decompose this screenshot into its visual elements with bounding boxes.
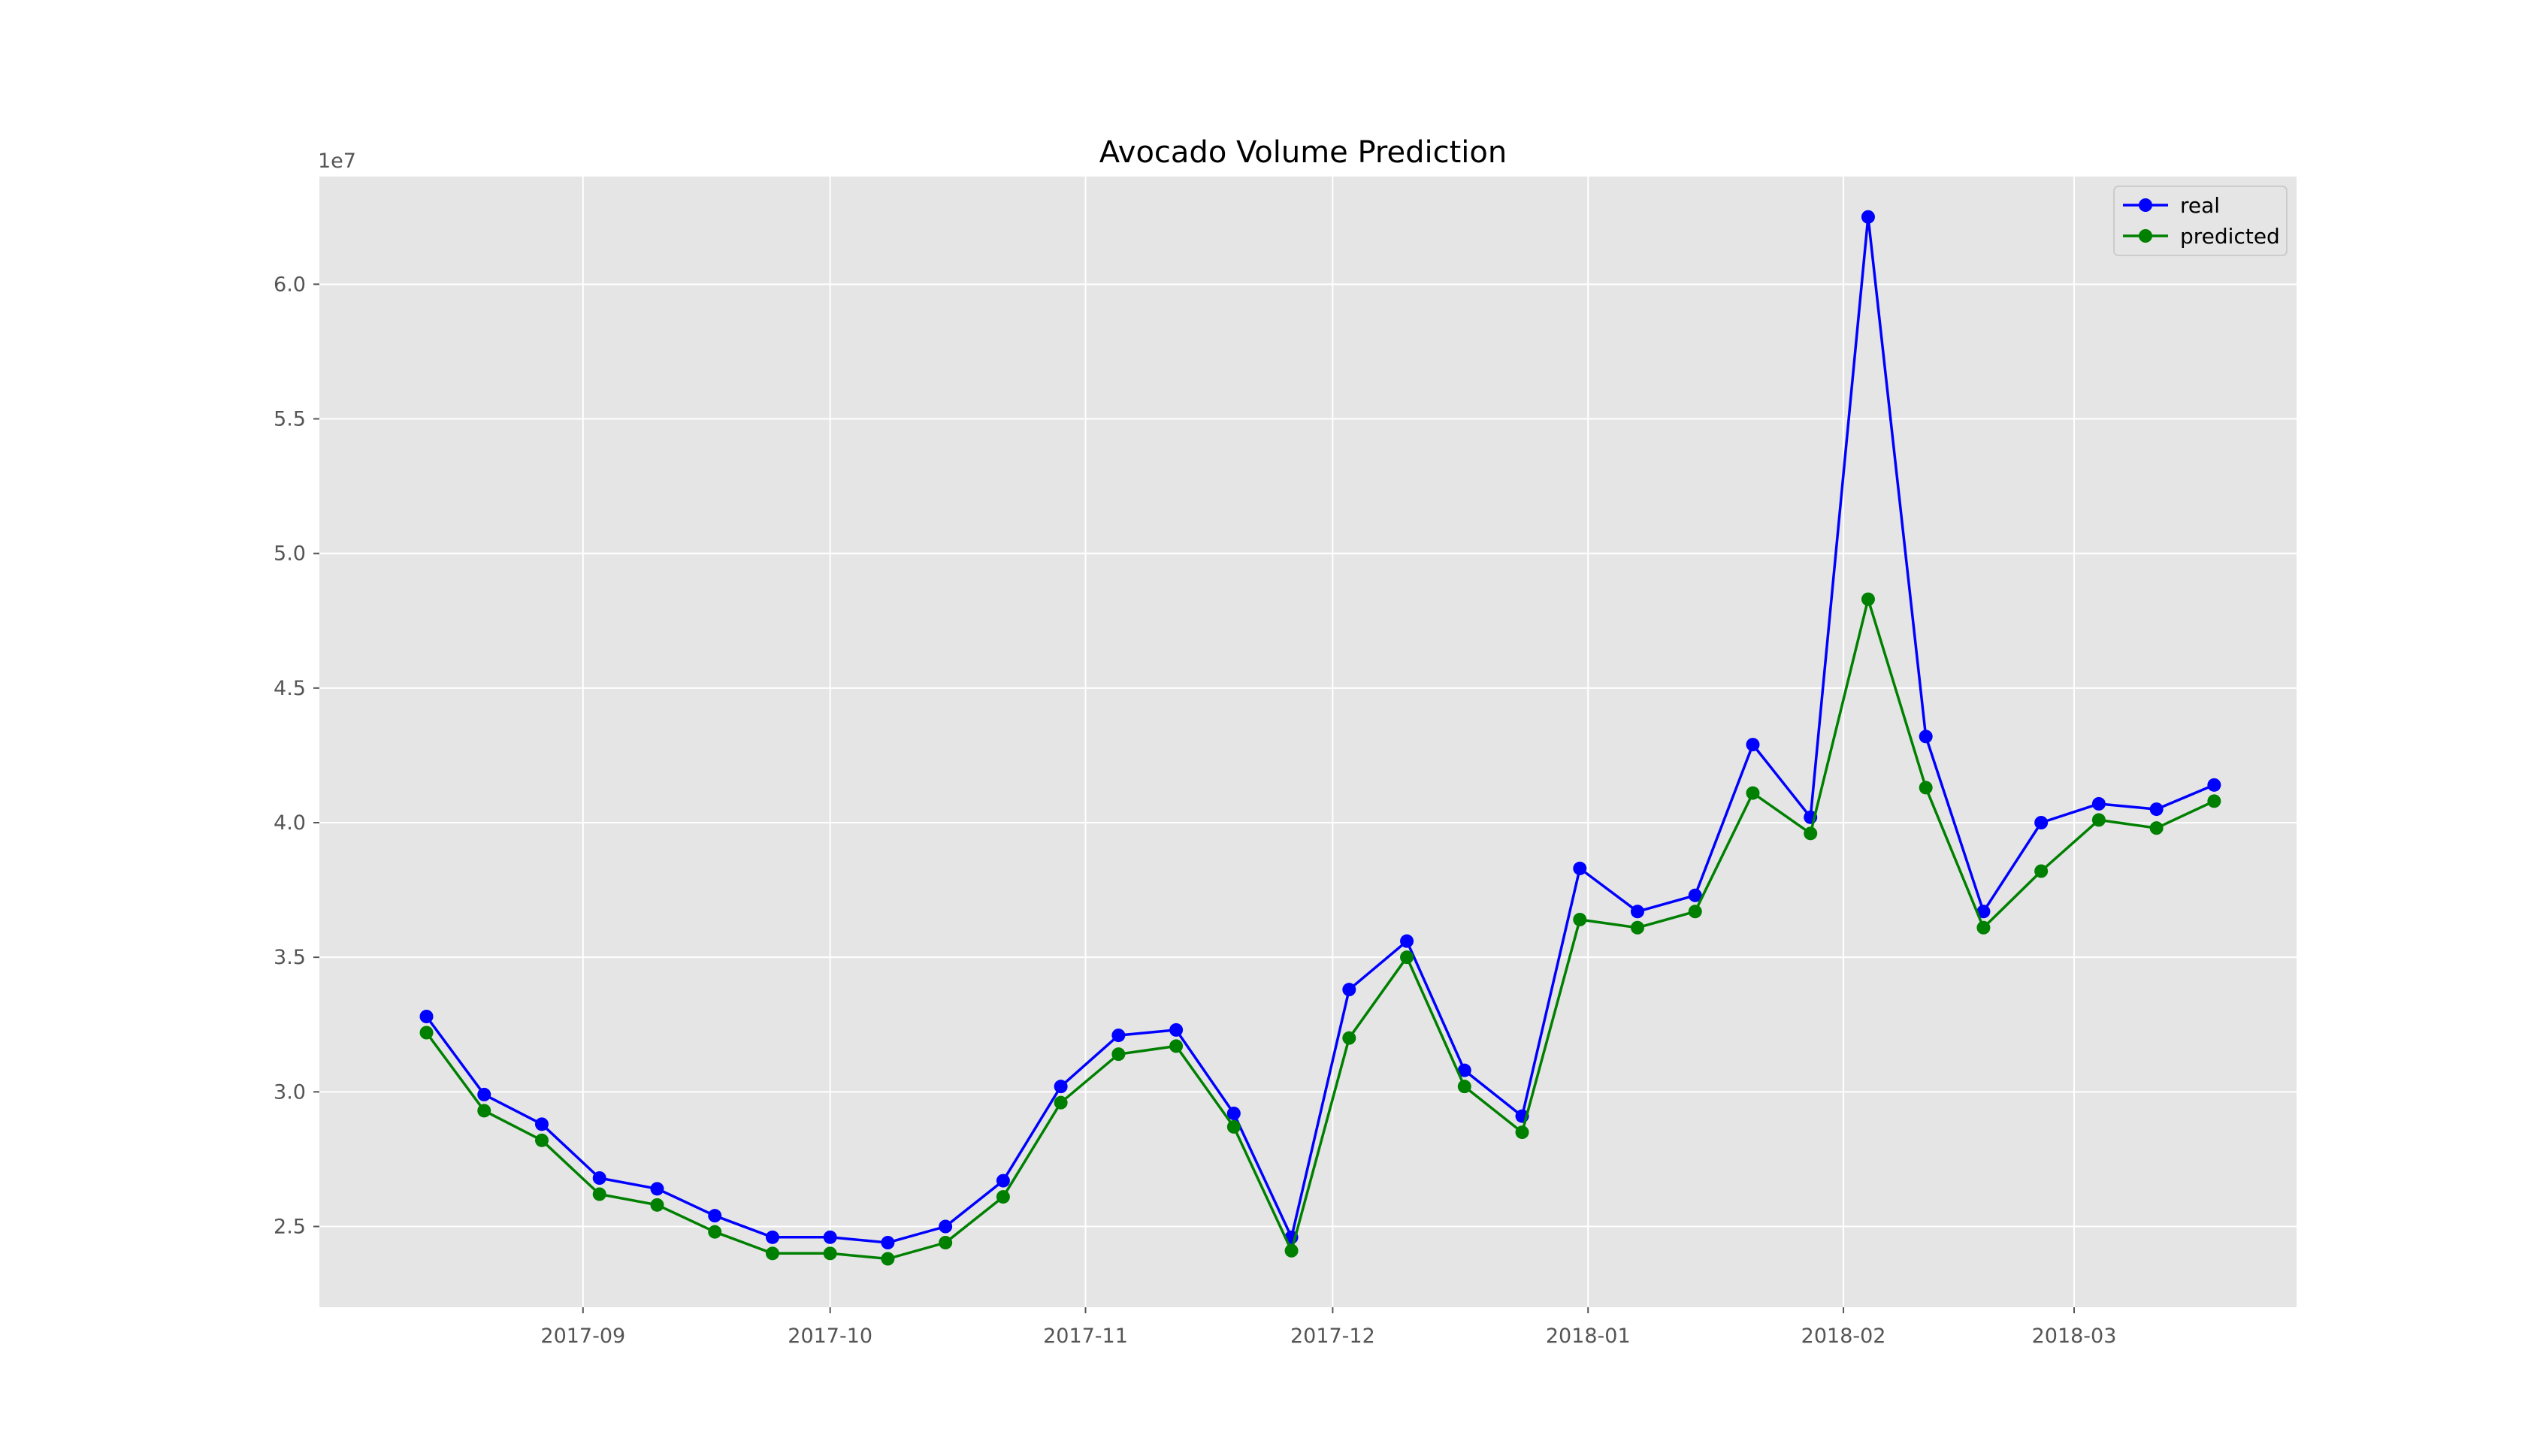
data-point-real <box>1573 861 1587 875</box>
x-tick-label: 2017-12 <box>1290 1325 1375 1348</box>
y-tick-label: 3.0 <box>274 1080 306 1104</box>
data-point-predicted <box>1226 1119 1241 1134</box>
x-tick-label: 2018-02 <box>1801 1325 1886 1348</box>
data-point-predicted <box>1919 781 1933 795</box>
data-point-real <box>1746 738 1760 752</box>
data-point-predicted <box>1746 786 1760 800</box>
data-point-real <box>2034 816 2049 829</box>
data-point-predicted <box>1631 920 1644 935</box>
data-point-real <box>881 1236 895 1249</box>
legend-label-predicted: predicted <box>2180 224 2280 249</box>
data-point-real <box>534 1117 549 1131</box>
data-point-predicted <box>2207 794 2221 808</box>
data-point-real <box>823 1230 837 1244</box>
y-tick-label: 6.0 <box>274 273 306 296</box>
data-point-real <box>592 1171 606 1185</box>
plot-area <box>319 177 2297 1307</box>
data-point-predicted <box>1054 1095 1068 1110</box>
data-point-predicted <box>477 1104 491 1118</box>
data-point-real <box>1631 905 1644 919</box>
data-point-predicted <box>1976 920 1991 935</box>
legend-box <box>2113 186 2288 256</box>
data-point-real <box>708 1209 722 1223</box>
data-point-real <box>1226 1107 1241 1120</box>
data-point-predicted <box>1688 905 1702 919</box>
data-point-real <box>939 1219 953 1234</box>
data-point-predicted <box>1111 1047 1126 1062</box>
data-point-predicted <box>650 1198 664 1212</box>
data-point-predicted <box>708 1225 722 1239</box>
data-point-predicted <box>996 1190 1010 1204</box>
x-tick-label: 2018-03 <box>2032 1325 2117 1348</box>
y-tick-label: 4.0 <box>274 811 306 835</box>
data-point-predicted <box>2149 821 2164 835</box>
data-point-predicted <box>881 1252 895 1266</box>
series-line-real <box>425 216 2215 1244</box>
data-point-real <box>996 1174 1010 1188</box>
x-tick-label: 2018-01 <box>1546 1325 1631 1348</box>
legend-marker-predicted <box>2139 229 2152 243</box>
data-point-predicted <box>939 1236 953 1249</box>
data-point-real <box>419 1010 434 1023</box>
data-point-predicted <box>2034 864 2049 878</box>
data-point-real <box>1919 730 1933 744</box>
data-point-predicted <box>534 1133 549 1147</box>
data-point-predicted <box>1573 913 1587 926</box>
data-point-predicted <box>592 1187 606 1201</box>
data-point-predicted <box>1400 950 1414 965</box>
data-point-real <box>1861 210 1875 224</box>
data-point-real <box>2207 778 2221 792</box>
data-point-predicted <box>1804 826 1818 841</box>
y-tick-label: 3.5 <box>274 946 306 969</box>
data-point-real <box>1054 1080 1068 1094</box>
y-axis: 2.5 3.0 3.5 4.0 4.5 5.0 5.5 6.0 <box>274 273 319 1239</box>
data-point-predicted <box>1342 1031 1356 1045</box>
series-predicted <box>419 592 2221 1266</box>
series-line-predicted <box>425 597 2215 1261</box>
data-point-predicted <box>1457 1080 1471 1094</box>
data-point-real <box>477 1087 491 1101</box>
x-tick-label: 2017-11 <box>1043 1325 1128 1348</box>
legend-marker-real <box>2139 198 2152 212</box>
y-tick-label: 5.5 <box>274 408 306 431</box>
data-point-real <box>1976 905 1991 919</box>
data-point-real <box>1169 1023 1184 1037</box>
series-layer <box>419 210 2221 1266</box>
x-axis: 2017-09 2017-10 2017-11 2017-12 2018-01 2018-… <box>540 1307 2116 1348</box>
x-tick-label: 2017-09 <box>540 1325 625 1348</box>
gridlines <box>319 177 2297 1307</box>
data-point-real <box>1457 1063 1471 1077</box>
data-point-predicted <box>1284 1243 1299 1258</box>
data-point-real <box>1111 1029 1126 1043</box>
data-point-real <box>1400 934 1414 948</box>
y-tick-label: 2.5 <box>274 1216 306 1239</box>
chart-title: Avocado Volume Prediction <box>1099 135 1507 170</box>
data-point-real <box>1342 983 1356 997</box>
x-tick-label: 2017-10 <box>788 1325 872 1348</box>
y-axis-offset-label: 1e7 <box>318 150 356 173</box>
data-point-predicted <box>765 1246 779 1261</box>
data-point-real <box>2091 796 2106 811</box>
y-tick-label: 5.0 <box>274 542 306 566</box>
legend-label-real: real <box>2180 193 2220 218</box>
legend: real predicted <box>2113 186 2288 256</box>
series-real <box>419 210 2221 1249</box>
data-point-real <box>2149 802 2164 817</box>
data-point-predicted <box>1169 1039 1184 1053</box>
data-point-real <box>650 1182 664 1196</box>
data-point-predicted <box>419 1026 434 1040</box>
data-point-predicted <box>1861 592 1875 606</box>
y-tick-label: 4.5 <box>274 677 306 700</box>
data-point-predicted <box>1515 1125 1529 1140</box>
data-point-real <box>765 1230 779 1244</box>
data-point-real <box>1688 888 1702 902</box>
data-point-predicted <box>823 1246 837 1261</box>
data-point-predicted <box>2091 813 2106 827</box>
